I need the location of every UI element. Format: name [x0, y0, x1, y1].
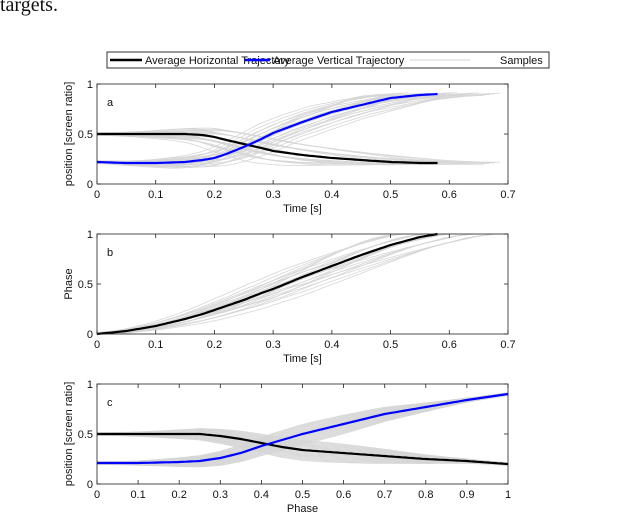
- x-tick-label: 0.2: [207, 189, 222, 201]
- sample-line: [97, 134, 414, 165]
- x-tick-label: 0.9: [459, 489, 474, 501]
- y-tick-label: 1: [87, 379, 93, 391]
- x-tick-label: 0: [94, 339, 100, 351]
- x-tick-label: 0.5: [295, 489, 310, 501]
- sample-line: [97, 234, 392, 335]
- sample-line: [96, 94, 414, 167]
- panel-label: a: [107, 97, 114, 109]
- x-tick-label: 0.5: [383, 339, 398, 351]
- y-tick-label: 0: [87, 329, 93, 341]
- y-tick-label: 0.5: [78, 129, 93, 141]
- y-tick-label: 1: [87, 79, 93, 91]
- sample-line: [97, 234, 414, 335]
- x-tick-label: 0.7: [500, 339, 515, 351]
- sample-line: [96, 94, 441, 166]
- subplot-b: 0 0.1 0.2 0.3 0.4 0.5 0.6 0.7 0 0.5 1 Time [s] Phase…: [63, 229, 516, 365]
- series-line: [96, 232, 438, 336]
- x-tick-label: 0.7: [500, 189, 515, 201]
- x-tick-label: 0.8: [418, 489, 433, 501]
- sample-line: [97, 434, 509, 466]
- sample-line: [97, 130, 501, 163]
- series-line: [97, 432, 509, 466]
- x-tick-label: 0.4: [324, 189, 339, 201]
- x-tick-label: 0.7: [377, 489, 392, 501]
- x-tick-label: 0.6: [442, 189, 457, 201]
- x-axis-label: Time [s]: [283, 353, 322, 365]
- x-tick-label: 0.3: [265, 339, 280, 351]
- y-axis-label: position [screen ratio]: [63, 82, 75, 187]
- sample-line: [97, 134, 463, 165]
- x-axis-label: Time [s]: [283, 203, 322, 215]
- x-tick-label: 0: [94, 489, 100, 501]
- panel-label: c: [107, 397, 113, 409]
- legend-label: Samples: [500, 55, 543, 67]
- y-tick-label: 0.5: [78, 279, 93, 291]
- x-tick-label: 0.2: [172, 489, 187, 501]
- x-tick-label: 0.6: [336, 489, 351, 501]
- sample-line: [96, 92, 501, 163]
- y-axis-label: position [screen ratio]: [63, 382, 75, 487]
- subplot-a: 0 0.1 0.2 0.3 0.4 0.5 0.6 0.7 0 0.5 1 Time [s] posit…: [63, 79, 516, 215]
- x-tick-label: 0.2: [207, 339, 222, 351]
- sample-line: [96, 233, 457, 333]
- series-line: [97, 132, 438, 165]
- x-tick-label: 0.1: [148, 189, 163, 201]
- y-tick-label: 0.5: [78, 429, 93, 441]
- x-tick-label: 1: [505, 489, 511, 501]
- sample-line: [97, 234, 463, 335]
- legend-label: Average Horizontal Trajectory: [145, 55, 290, 67]
- sample-line: [97, 392, 509, 462]
- x-tick-label: 0.4: [254, 489, 269, 501]
- sample-line: [96, 94, 490, 165]
- y-axis-label: Phase: [63, 268, 75, 299]
- sample-line: [97, 235, 436, 335]
- sample-line: [96, 233, 495, 335]
- panel-label: b: [107, 247, 113, 259]
- x-tick-label: 0.3: [213, 489, 228, 501]
- y-tick-label: 1: [87, 229, 93, 241]
- legend-label: Average Vertical Trajectory: [273, 55, 405, 67]
- x-tick-label: 0: [94, 189, 100, 201]
- y-tick-label: 0: [87, 479, 93, 491]
- text-fragment: targets.: [0, 0, 58, 16]
- sample-line: [96, 233, 425, 335]
- x-tick-label: 0.1: [148, 339, 163, 351]
- x-tick-label: 0.5: [383, 189, 398, 201]
- x-tick-label: 0.3: [265, 189, 280, 201]
- sample-line: [96, 233, 409, 334]
- series-line: [96, 92, 438, 165]
- sample-line: [97, 394, 509, 466]
- sample-line: [97, 234, 485, 335]
- sample-line: [96, 233, 398, 335]
- sample-line: [97, 234, 490, 335]
- x-axis-label: Phase: [287, 503, 318, 514]
- legend-box: [106, 51, 550, 69]
- sample-line: [96, 94, 463, 167]
- series-line: [97, 392, 509, 465]
- sample-line: [97, 392, 509, 463]
- y-tick-label: 0: [87, 179, 93, 191]
- subplot-c: 0 0.1 0.2 0.3 0.4 0.5 0.6 0.7 0.8 0.9 1 0 0.5 1 Phase p…: [63, 379, 511, 514]
- x-tick-label: 0.4: [324, 339, 339, 351]
- x-tick-label: 0.6: [442, 339, 457, 351]
- x-tick-label: 0.1: [130, 489, 145, 501]
